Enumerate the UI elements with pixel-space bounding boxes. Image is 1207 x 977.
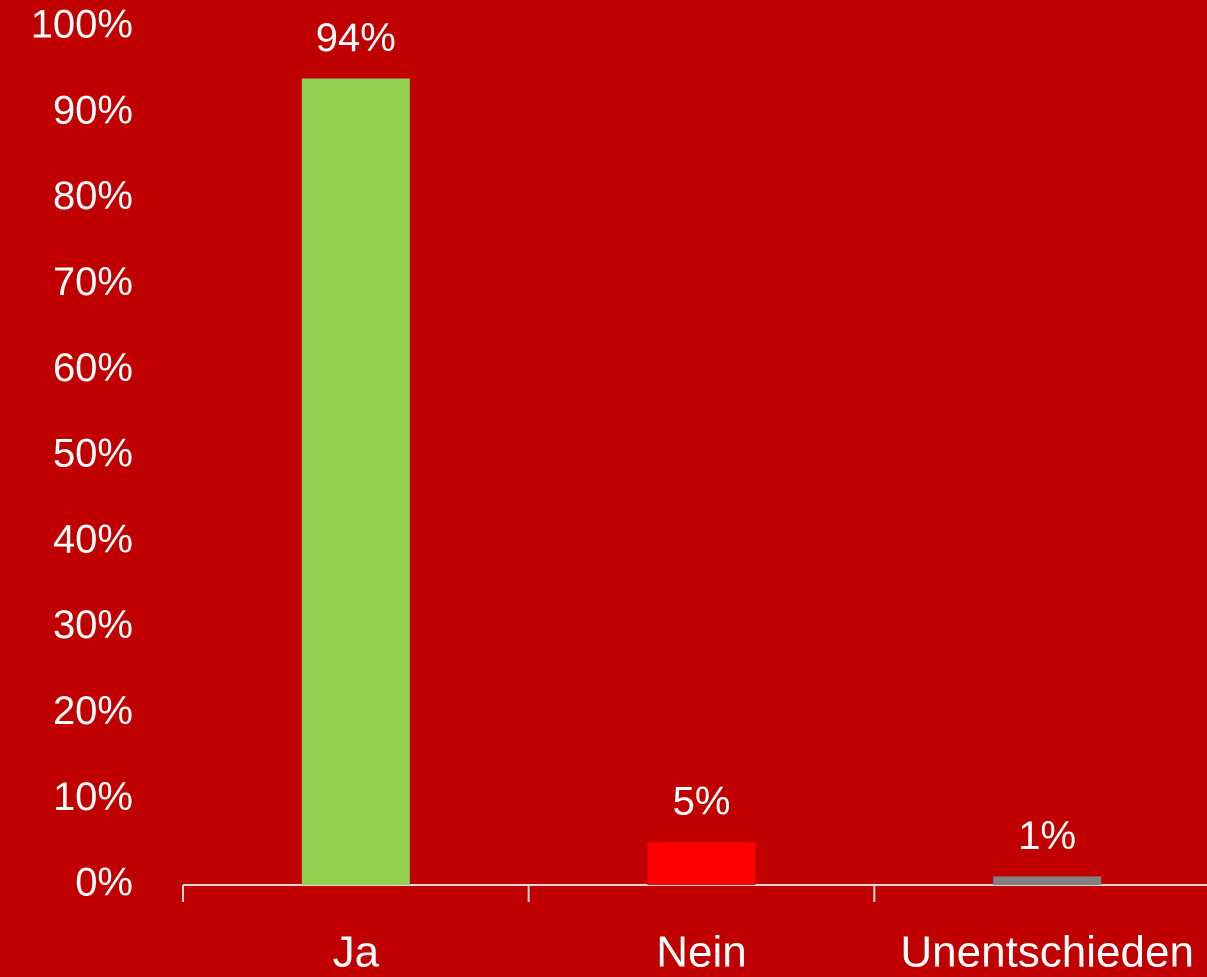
value-label: 5%: [673, 780, 731, 824]
x-tick-label: Unentschieden: [900, 928, 1194, 977]
x-tick-label: Nein: [656, 928, 747, 977]
bar: [301, 78, 410, 886]
x-tick-label: Ja: [333, 928, 380, 977]
y-tick-label: 0%: [75, 861, 133, 905]
y-tick-label: 100%: [31, 3, 133, 47]
y-tick-label: 90%: [53, 88, 133, 132]
y-tick-label: 60%: [53, 346, 133, 390]
value-label: 1%: [1018, 814, 1076, 858]
y-tick-label: 50%: [53, 432, 133, 476]
y-tick-label: 40%: [53, 517, 133, 561]
y-tick-label: 70%: [53, 260, 133, 304]
bar: [647, 842, 756, 885]
y-tick-label: 30%: [53, 603, 133, 647]
bar: [993, 876, 1102, 885]
y-tick-label: 20%: [53, 689, 133, 733]
y-tick-label: 10%: [53, 775, 133, 819]
value-label: 94%: [316, 16, 396, 60]
y-tick-label: 80%: [53, 174, 133, 218]
